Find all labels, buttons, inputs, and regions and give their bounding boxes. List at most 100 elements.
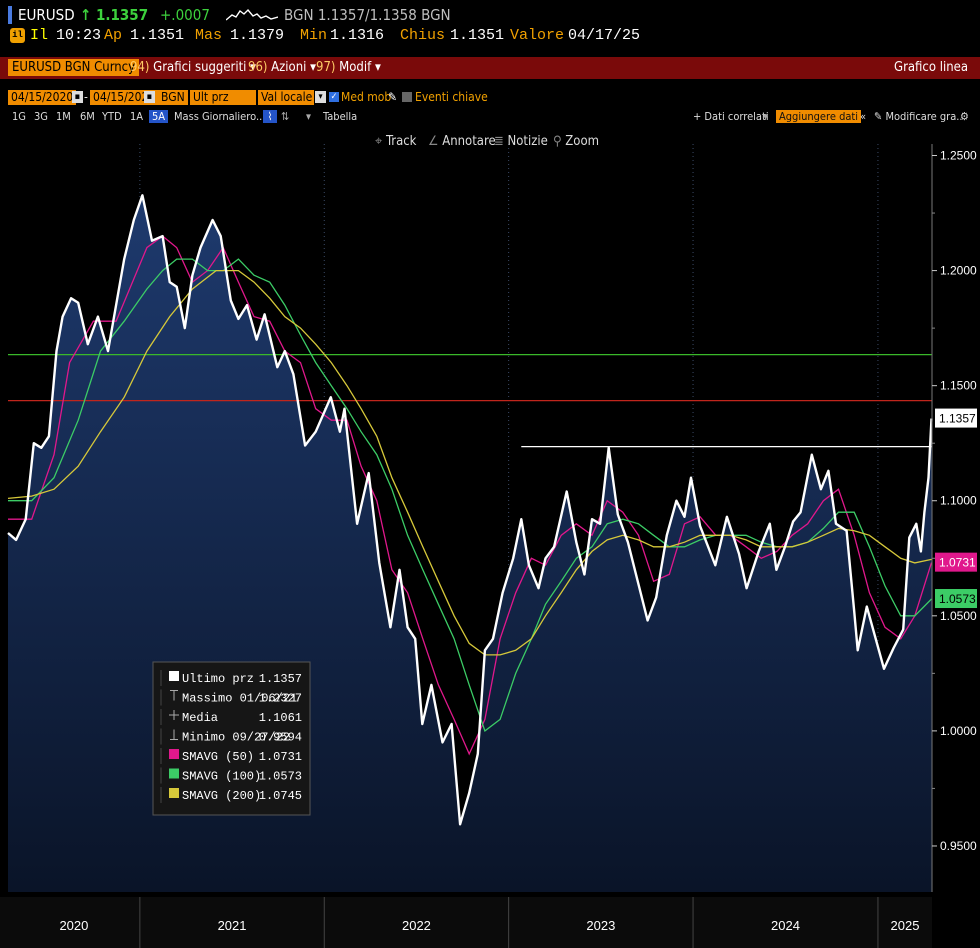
legend-label: Ultimo prz (182, 672, 254, 686)
legend-value: 1.0731 (259, 750, 302, 764)
double-chevron-left-icon[interactable]: « (860, 110, 867, 123)
menu-num: 97) (316, 60, 336, 75)
il-icon[interactable]: il (10, 28, 25, 43)
zoom-label: Zoom (565, 134, 600, 149)
suggested-charts-menu[interactable]: 94) Grafici suggeriti ▾ (130, 60, 256, 75)
legend-label: SMAVG (200) (182, 789, 261, 803)
checkbox-checked-icon[interactable]: ✓ (329, 92, 339, 102)
value-tag-label: 1.0731 (939, 556, 976, 570)
start-date-field[interactable]: 04/15/2020 (8, 90, 77, 105)
table-button[interactable]: Tabella (323, 110, 358, 123)
range-max[interactable]: Mass (174, 110, 199, 123)
legend-label: SMAVG (100) (182, 770, 261, 784)
news-tool[interactable]: ≣ Notizie (494, 134, 548, 149)
legend-value: 1.1061 (259, 711, 302, 725)
price-chart[interactable]: 1.2500 1.2000 1.1500 1.1000 1.0500 1.0000 0.95… (0, 127, 980, 948)
y-tick-label: 1.2000 (940, 264, 977, 278)
open-label: Ap (104, 27, 123, 44)
x-tick-label: 2020 (59, 918, 88, 933)
news-icon: ≣ (494, 134, 504, 149)
menu-num: 96) (248, 60, 268, 75)
legend-swatch-icon (169, 749, 179, 759)
range-3g[interactable]: 3G (34, 110, 48, 123)
pencil-icon: ✎ (874, 110, 883, 123)
annotate-tool[interactable]: ∠ Annotare (428, 134, 496, 149)
x-axis: 2020 2021 2022 2023 2024 2025 (0, 897, 932, 948)
edit-chart-label: Modificare gra.. (885, 110, 963, 123)
checkbox-unchecked-icon[interactable] (402, 92, 412, 102)
track-label: Track (386, 134, 417, 149)
chevron-down-icon[interactable]: ▾ (315, 91, 326, 103)
chevron-down-icon: ▾ (310, 60, 316, 75)
chart-legend[interactable]: Ultimo prz 1.1357 Massimo 01/06/211.2327 Me… (152, 661, 311, 816)
frequency-select[interactable]: Giornaliero.. (202, 110, 263, 123)
menu-label: Azioni (271, 60, 307, 75)
x-tick-label: 2021 (218, 918, 247, 933)
sparkline-icon (226, 8, 278, 21)
high-value: 1.1379 (230, 27, 285, 44)
range-ytd[interactable]: YTD (102, 110, 122, 123)
x-tick-label: 2022 (402, 918, 431, 933)
end-date-field[interactable]: 04/15/2025 (90, 90, 159, 105)
line-chart-icon[interactable]: ⌇ (263, 110, 277, 123)
currency-select[interactable]: Val locale (258, 90, 314, 105)
range-1m[interactable]: 1M (56, 110, 71, 123)
sort-icon[interactable]: ⇅ (281, 110, 290, 123)
close-label: Chius (400, 27, 446, 44)
chart-type-label: Grafico linea (894, 60, 968, 75)
range-1g[interactable]: 1G (12, 110, 26, 123)
x-tick-label: 2024 (771, 918, 800, 933)
low-label: Min (300, 27, 328, 44)
add-data-button[interactable]: Aggiungere dati (776, 110, 862, 123)
legend-swatch-icon (169, 768, 179, 779)
news-label: Notizie (507, 134, 548, 149)
sma-line (7, 269, 932, 656)
y-tick-label: 1.1000 (940, 494, 977, 508)
symbol-label: EURUSD (8, 6, 75, 24)
pencil-icon: ∠ (428, 134, 439, 149)
edit-menu[interactable]: 97) Modif ▾ (316, 60, 381, 75)
range-toolbar: 1G 3G 1M 6M YTD 1A 5A Mass Giornaliero..… (0, 110, 980, 125)
gear-icon[interactable]: ⚙ (960, 110, 969, 123)
range-6m[interactable]: 6M (80, 110, 95, 123)
chevron-down-icon[interactable]: ▾ (306, 110, 311, 123)
y-tick-label: 0.9500 (940, 839, 977, 853)
range-1a[interactable]: 1A (130, 110, 144, 123)
zoom-tool[interactable]: ⚲ Zoom (553, 134, 599, 149)
close-value: 1.1351 (450, 27, 505, 44)
command-bar: EURUSD BGN Curncy 94) Grafici suggeriti … (0, 57, 980, 79)
annotate-label: Annotare (442, 134, 496, 149)
pencil-icon[interactable]: ✎ (388, 90, 398, 104)
related-data-button[interactable]: + Dati correlati (693, 110, 769, 123)
actions-menu[interactable]: 96) Azioni ▾ (248, 60, 316, 75)
edit-chart-button[interactable]: ✎ Modificare gra.. (874, 110, 963, 123)
date-separator: - (84, 90, 88, 104)
value-tag (935, 408, 977, 428)
moving-avg-label[interactable]: Med mob (341, 90, 392, 104)
ticker-field[interactable]: EURUSD BGN Curncy (8, 59, 140, 76)
legend-swatch-icon (169, 671, 179, 681)
y-tick-label: 1.2500 (940, 149, 977, 163)
bid-ask-label: BGN 1.1357/1.1358 BGN (284, 6, 451, 24)
session-stats: il Il 10:23 Ap 1.1351 Mas 1.1379 Min 1.1… (0, 27, 980, 47)
legend-value: 0.9594 (259, 731, 302, 745)
low-value: 1.1316 (330, 27, 385, 44)
il-label: Il (30, 27, 49, 44)
track-tool[interactable]: ⌖ Track (375, 134, 416, 149)
value-tag-label: 1.0573 (939, 592, 976, 606)
magnifier-icon: ⚲ (553, 134, 562, 149)
field-select[interactable]: Ult prz (190, 90, 256, 105)
legend-swatch-icon (169, 788, 179, 798)
high-label: Mas (195, 27, 223, 44)
calendar-icon[interactable]: ▪ (72, 91, 83, 103)
calendar-icon[interactable]: ▪ (144, 91, 155, 103)
source-field[interactable]: BGN (158, 90, 188, 105)
value-tag (935, 552, 977, 572)
quote-header: EURUSD ↑ 1.1357 +.0007 BGN 1.1357/1.1358… (0, 6, 980, 26)
y-tick-label: 1.0000 (940, 724, 977, 738)
range-5a[interactable]: 5A (149, 110, 169, 123)
legend-label: Minimo 09/27/22 (182, 731, 290, 745)
chevron-down-icon: ▾ (763, 110, 768, 123)
key-events-label[interactable]: Eventi chiave (415, 90, 488, 104)
price-change: +.0007 (160, 6, 210, 24)
